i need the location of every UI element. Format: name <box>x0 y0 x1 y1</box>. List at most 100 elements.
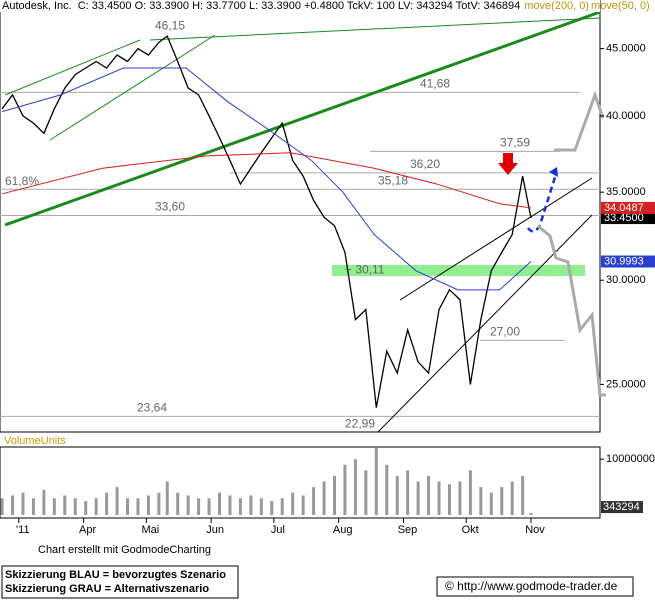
title-quote: C: 33.4500 O: 33.3900 H: 33.7700 L: 33.3… <box>78 0 521 12</box>
volume-bar <box>385 464 389 515</box>
x-tick-label: '11 <box>16 524 30 536</box>
price-tag <box>601 255 655 268</box>
volume-bar <box>364 470 368 515</box>
x-tick-label: Apr <box>79 524 96 536</box>
series-line <box>1 67 532 291</box>
volume-bar <box>73 498 77 515</box>
volume-bar <box>52 498 56 515</box>
grey-scenario <box>554 90 605 152</box>
level-label: 46,15 <box>155 18 185 32</box>
volume-bar <box>42 489 46 515</box>
wedge-line <box>377 214 593 433</box>
support-zone <box>332 265 585 276</box>
x-tick-label: Mai <box>141 524 159 536</box>
volume-bar <box>510 481 514 515</box>
volume-bar <box>301 495 305 515</box>
volume-bar <box>416 481 420 515</box>
level-label: 22,99 <box>345 416 375 430</box>
series-line <box>1 35 532 408</box>
volume-bar <box>157 492 161 515</box>
volume-bar <box>500 487 504 515</box>
legend-entry: move(200, 0) <box>524 0 589 12</box>
x-tick-label: Jul <box>271 524 285 536</box>
title: Autodesk, Inc. C: 33.4500 O: 33.3900 H: 3… <box>2 0 650 12</box>
volume-bar <box>322 481 326 515</box>
trend-line <box>4 10 601 227</box>
y-tick-label: 30.0000 <box>606 274 646 286</box>
grey-note: Skizzierung GRAU = Alternativszenario <box>5 583 209 595</box>
volume-bar <box>374 448 378 515</box>
blue-scenario <box>527 173 558 233</box>
volume-bar <box>343 464 347 515</box>
volume-bar <box>249 495 253 515</box>
volume-bar <box>529 513 533 515</box>
volume-bar <box>437 481 441 515</box>
volume-bar <box>447 484 451 515</box>
y-tick-label: 35.0000 <box>606 186 646 198</box>
level-label: 23,64 <box>137 400 167 414</box>
level-label: 41,68 <box>420 77 450 91</box>
title-bg <box>0 0 600 12</box>
volume-tag-label: 343294 <box>603 501 640 513</box>
url-box <box>436 576 634 597</box>
legend-entry: move(50, 0) <box>591 0 650 12</box>
volume-bar <box>115 487 119 515</box>
volume-tick-label: 10000000 <box>606 453 655 465</box>
legend-box <box>1 565 239 599</box>
price-tag-label: 33.4500 <box>604 212 644 224</box>
volume-bar <box>228 495 232 515</box>
level-label: 37,59 <box>500 136 530 150</box>
volume-bar <box>165 481 169 515</box>
volume-label: VolumeUnits <box>4 435 66 447</box>
arrow-icon <box>498 153 518 175</box>
volume-bar <box>105 492 109 515</box>
blue-note: Skizzierung BLAU = bevorzugtes Szenario <box>5 569 226 581</box>
url: © http://www.godmode-trader.de <box>445 579 618 593</box>
volume-bar <box>94 498 98 515</box>
volume-bar <box>270 501 274 515</box>
volume-bar <box>458 481 462 515</box>
y-tick-label: 25.0000 <box>606 378 646 390</box>
price-tag <box>601 201 655 214</box>
blue-arrowhead <box>549 167 558 177</box>
y-tick-label: 40.0000 <box>606 110 646 122</box>
volume-bar <box>197 498 201 515</box>
volume-bar <box>280 498 284 515</box>
volume-bar <box>136 498 140 515</box>
x-tick-label: Sep <box>398 524 418 536</box>
title-name: Autodesk, Inc. <box>2 0 72 12</box>
level-label: 36,20 <box>410 157 440 171</box>
channel-line <box>4 39 141 96</box>
volume-bar <box>312 487 316 515</box>
level-label: 33,60 <box>155 200 185 214</box>
x-tick-label: Jun <box>206 524 224 536</box>
volume-bar <box>291 492 295 515</box>
y-tick-label: 45.0000 <box>606 43 646 55</box>
volume-bar <box>146 495 150 515</box>
volume-bar <box>0 498 4 515</box>
volume-tag <box>601 501 643 514</box>
volume-bar <box>207 498 211 515</box>
fib-label: 61,8% <box>5 174 39 188</box>
volume-bar <box>31 498 35 515</box>
channel-line <box>149 17 601 41</box>
volume-bar <box>11 495 15 515</box>
volume-bar <box>84 501 88 515</box>
volume-bar <box>427 475 431 515</box>
volume-bar <box>21 492 25 515</box>
credit: Chart erstellt mit GodmodeCharting <box>38 544 211 556</box>
level-label: ~ 30,11 <box>345 262 385 276</box>
volume-bar <box>479 487 483 515</box>
grey-scenario <box>537 224 606 397</box>
volume-bar <box>176 492 180 515</box>
volume-bar <box>489 492 493 515</box>
volume-bar <box>395 475 399 515</box>
volume-frame <box>0 446 601 519</box>
price-tag-label: 30.9993 <box>604 255 644 267</box>
volume-bar <box>126 498 130 515</box>
x-tick-label: Nov <box>525 524 545 536</box>
level-label: 27,00 <box>490 325 520 339</box>
price-tag <box>601 212 655 225</box>
volume-bar <box>332 475 336 515</box>
